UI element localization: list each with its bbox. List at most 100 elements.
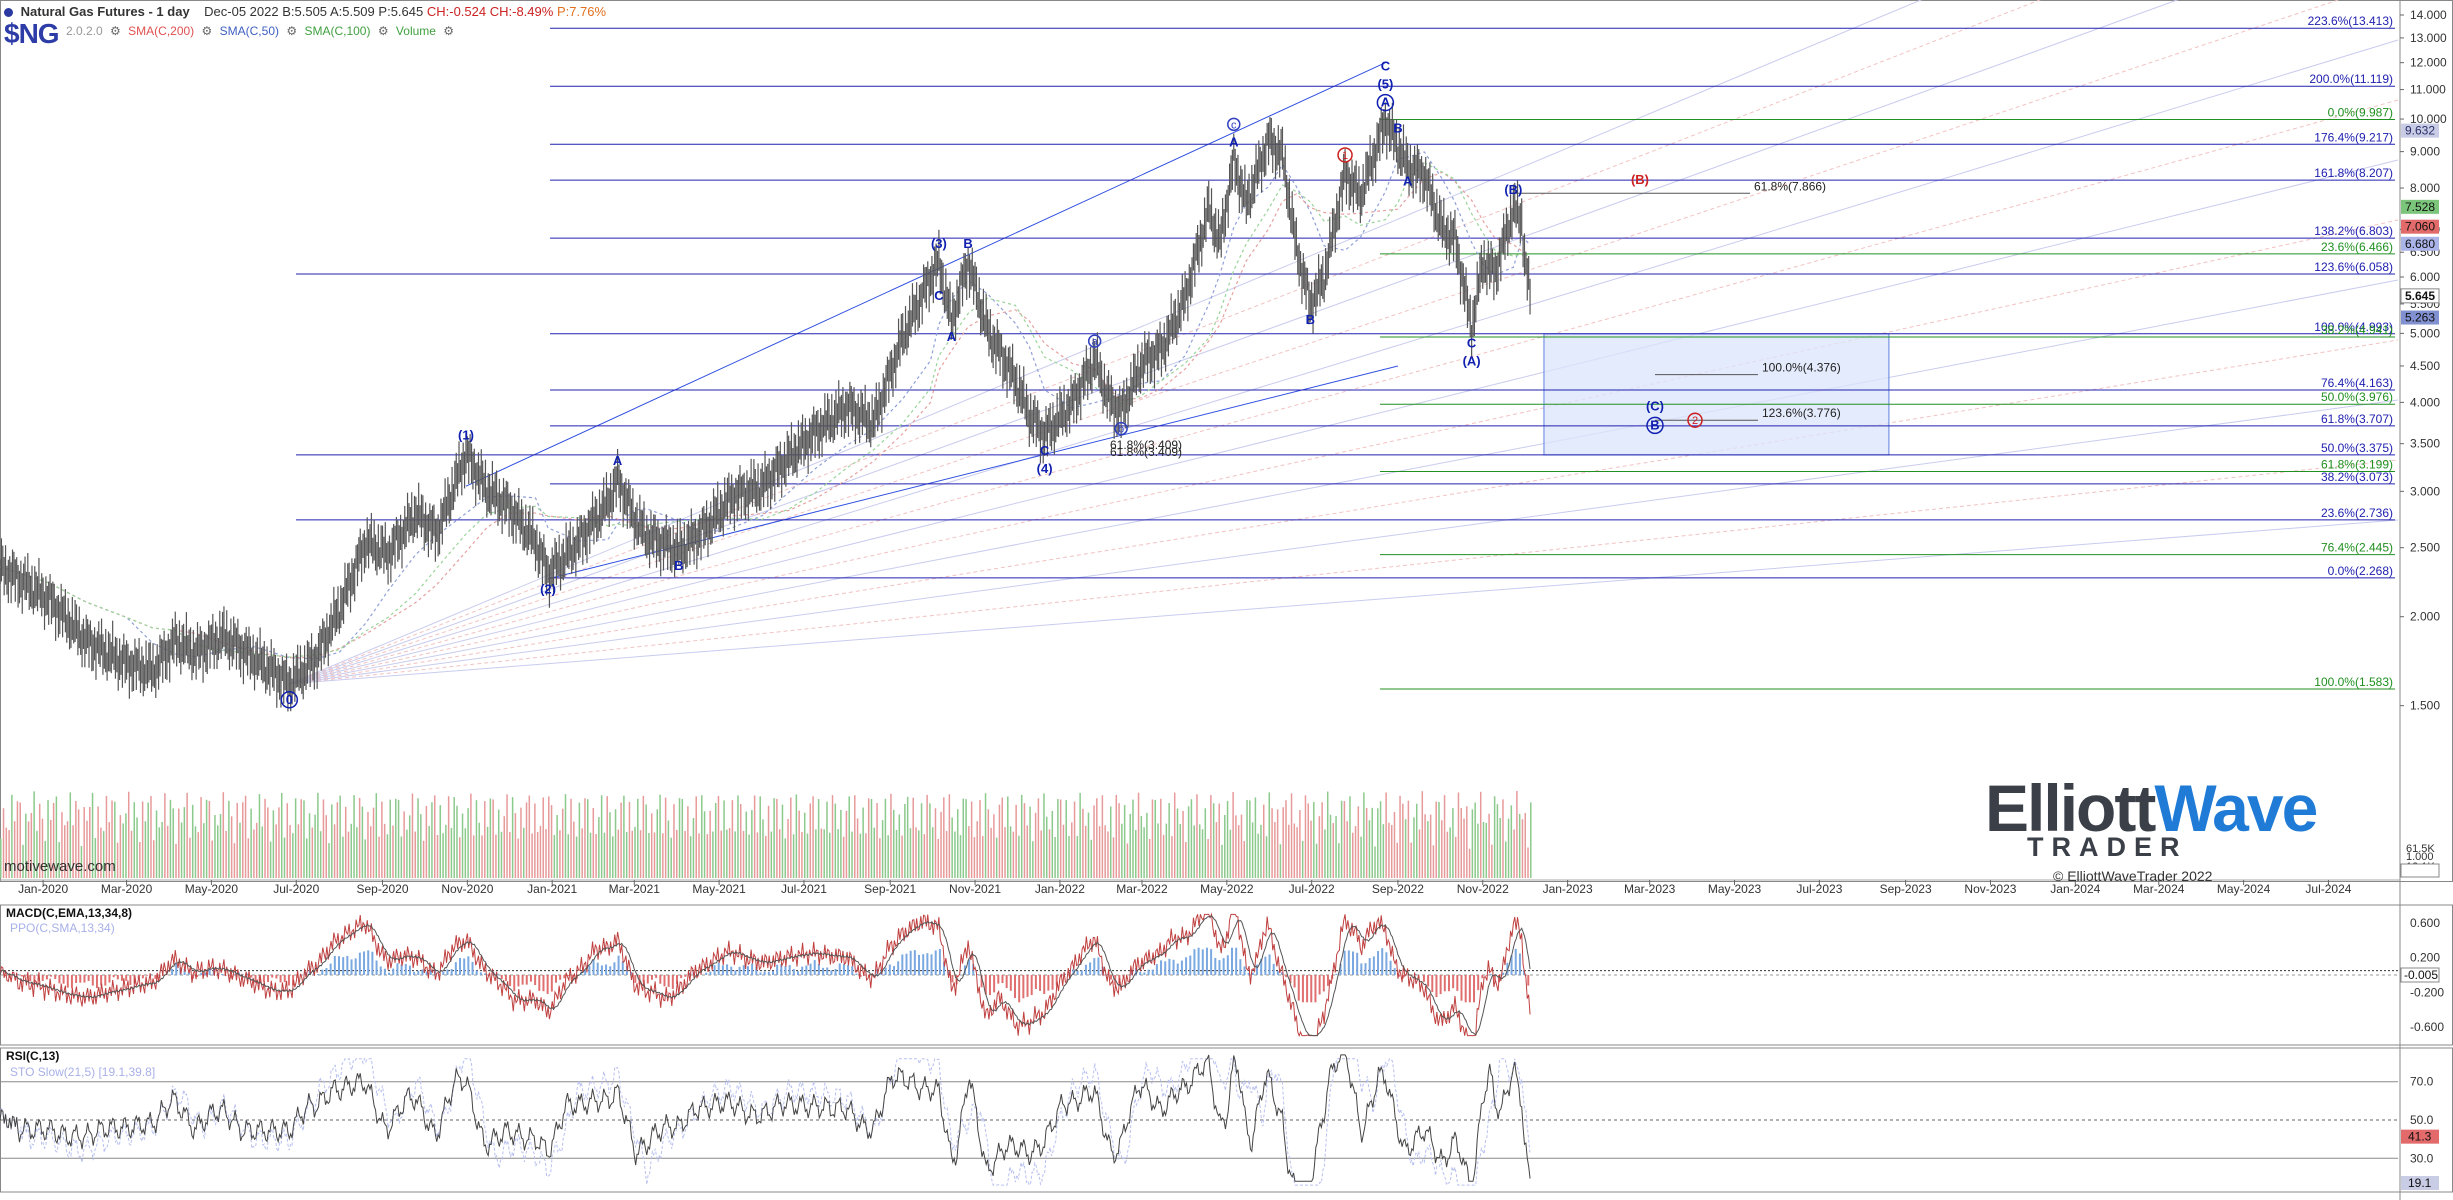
volume-bar [1193,825,1195,878]
x-tick-label: Jan-2024 [2050,882,2100,896]
macd-histogram-bar [1064,973,1067,975]
fib-level-label: 76.4%(2.445) [2321,541,2393,555]
volume-bar [428,825,430,878]
x-tick-label: Jul-2024 [2305,882,2351,896]
volume-bar [264,798,266,878]
macd-histogram-bar [200,972,203,975]
macd-histogram-bar [650,975,653,980]
volume-bar [1424,814,1426,878]
macd-histogram-bar [1485,975,1488,976]
volume-bar [1340,800,1343,878]
volume-bar [130,830,133,878]
sma50-label[interactable]: SMA(C,50) [219,24,279,38]
volume-bar [356,827,358,878]
volume-bar [676,829,678,878]
sma200-label[interactable]: SMA(C,200) [128,24,195,38]
volume-bar [1160,798,1162,878]
wave-label-circle [1114,421,1128,436]
volume-bar [1368,820,1371,878]
volume-bar [968,826,970,878]
macd-histogram-bar [1293,975,1296,988]
volume-bar [102,831,105,878]
volume-bar [628,801,631,878]
volume-bar [801,832,803,878]
volume-bar [759,796,761,878]
volume-bar [720,830,723,878]
volume-bar [300,799,302,878]
gear-icon[interactable]: ⚙ [377,24,389,38]
macd-histogram-bar [1360,963,1363,975]
volume-bar [520,807,522,878]
x-tick-label: Mar-2023 [1624,882,1676,896]
macd-histogram-bar [1306,975,1309,1003]
x-tick-label: Nov-2023 [1964,882,2016,896]
volume-bar [133,802,136,878]
macd-histogram-bar [442,971,445,975]
x-tick-label: May-2020 [185,882,239,896]
macd-histogram-bar [404,963,407,975]
macd-histogram-bar [29,975,32,982]
volume-bar [1326,791,1329,878]
volume-bar [650,813,653,878]
macd-histogram-bar [20,975,23,977]
volume-bar [1396,842,1399,878]
volume-bar [486,826,489,878]
gear-icon[interactable]: ⚙ [286,24,298,38]
macd-title: MACD(C,EMA,13,34,8) [6,906,132,920]
macd-histogram-bar [1097,957,1100,975]
chart-title: Natural Gas Futures - 1 day [20,4,190,19]
volume-bar [1466,806,1468,878]
volume-bar [664,797,667,878]
price-value: P:5.645 [378,4,424,19]
volume-bar [11,794,13,878]
volume-bar [845,810,848,878]
wave-label: B [1393,121,1402,136]
volume-bar [1301,840,1304,878]
volume-bar [673,804,675,878]
sma100-label[interactable]: SMA(C,100) [304,24,371,38]
macd-histogram-bar [1364,963,1367,975]
volume-bar [1457,792,1460,878]
volume-bar [956,809,959,878]
macd-histogram-bar [1172,959,1175,975]
y-tick-label: 11.000 [2410,83,2446,97]
volume-bar [884,798,887,878]
volume-bar [1374,846,1376,878]
volume-bar [829,832,831,878]
macd-histogram-bar [1168,958,1171,975]
gear-icon[interactable]: ⚙ [110,24,121,38]
macd-histogram-bar [1343,950,1346,975]
volume-bar [467,808,469,878]
volume-bar [328,843,330,878]
macd-histogram-bar [325,968,328,975]
macd-histogram-bar [663,975,666,987]
volume-bar [169,799,172,878]
x-tick-label: Jan-2020 [18,882,68,896]
y-tick-label: 10.000 [2410,112,2447,126]
price-tag [2401,310,2439,325]
macd-histogram-bar [1368,958,1371,975]
macd-histogram-bar [680,975,683,979]
volume-bar [678,798,681,878]
volume-bar [1179,823,1182,878]
y-tick-label: 6.000 [2410,270,2440,284]
volume-bar [1157,823,1159,878]
fan-line [289,0,1923,685]
volume-bar [739,803,742,878]
volume-bar [289,825,291,878]
wave-label: (1) [458,428,474,443]
volume-bar [255,822,258,878]
volume-bar [904,804,906,878]
volume-bar [147,802,149,878]
volume-label[interactable]: Volume [395,24,436,38]
wave-label: 0 [286,692,293,707]
volume-bar [63,825,66,878]
macd-histogram-bar [813,960,816,975]
volume-bar [943,797,945,878]
gear-icon[interactable]: ⚙ [201,24,213,38]
macd-histogram-bar [709,971,712,975]
gear-icon[interactable]: ⚙ [443,24,455,38]
volume-bar [484,801,486,878]
macd-histogram-bar [705,972,708,975]
